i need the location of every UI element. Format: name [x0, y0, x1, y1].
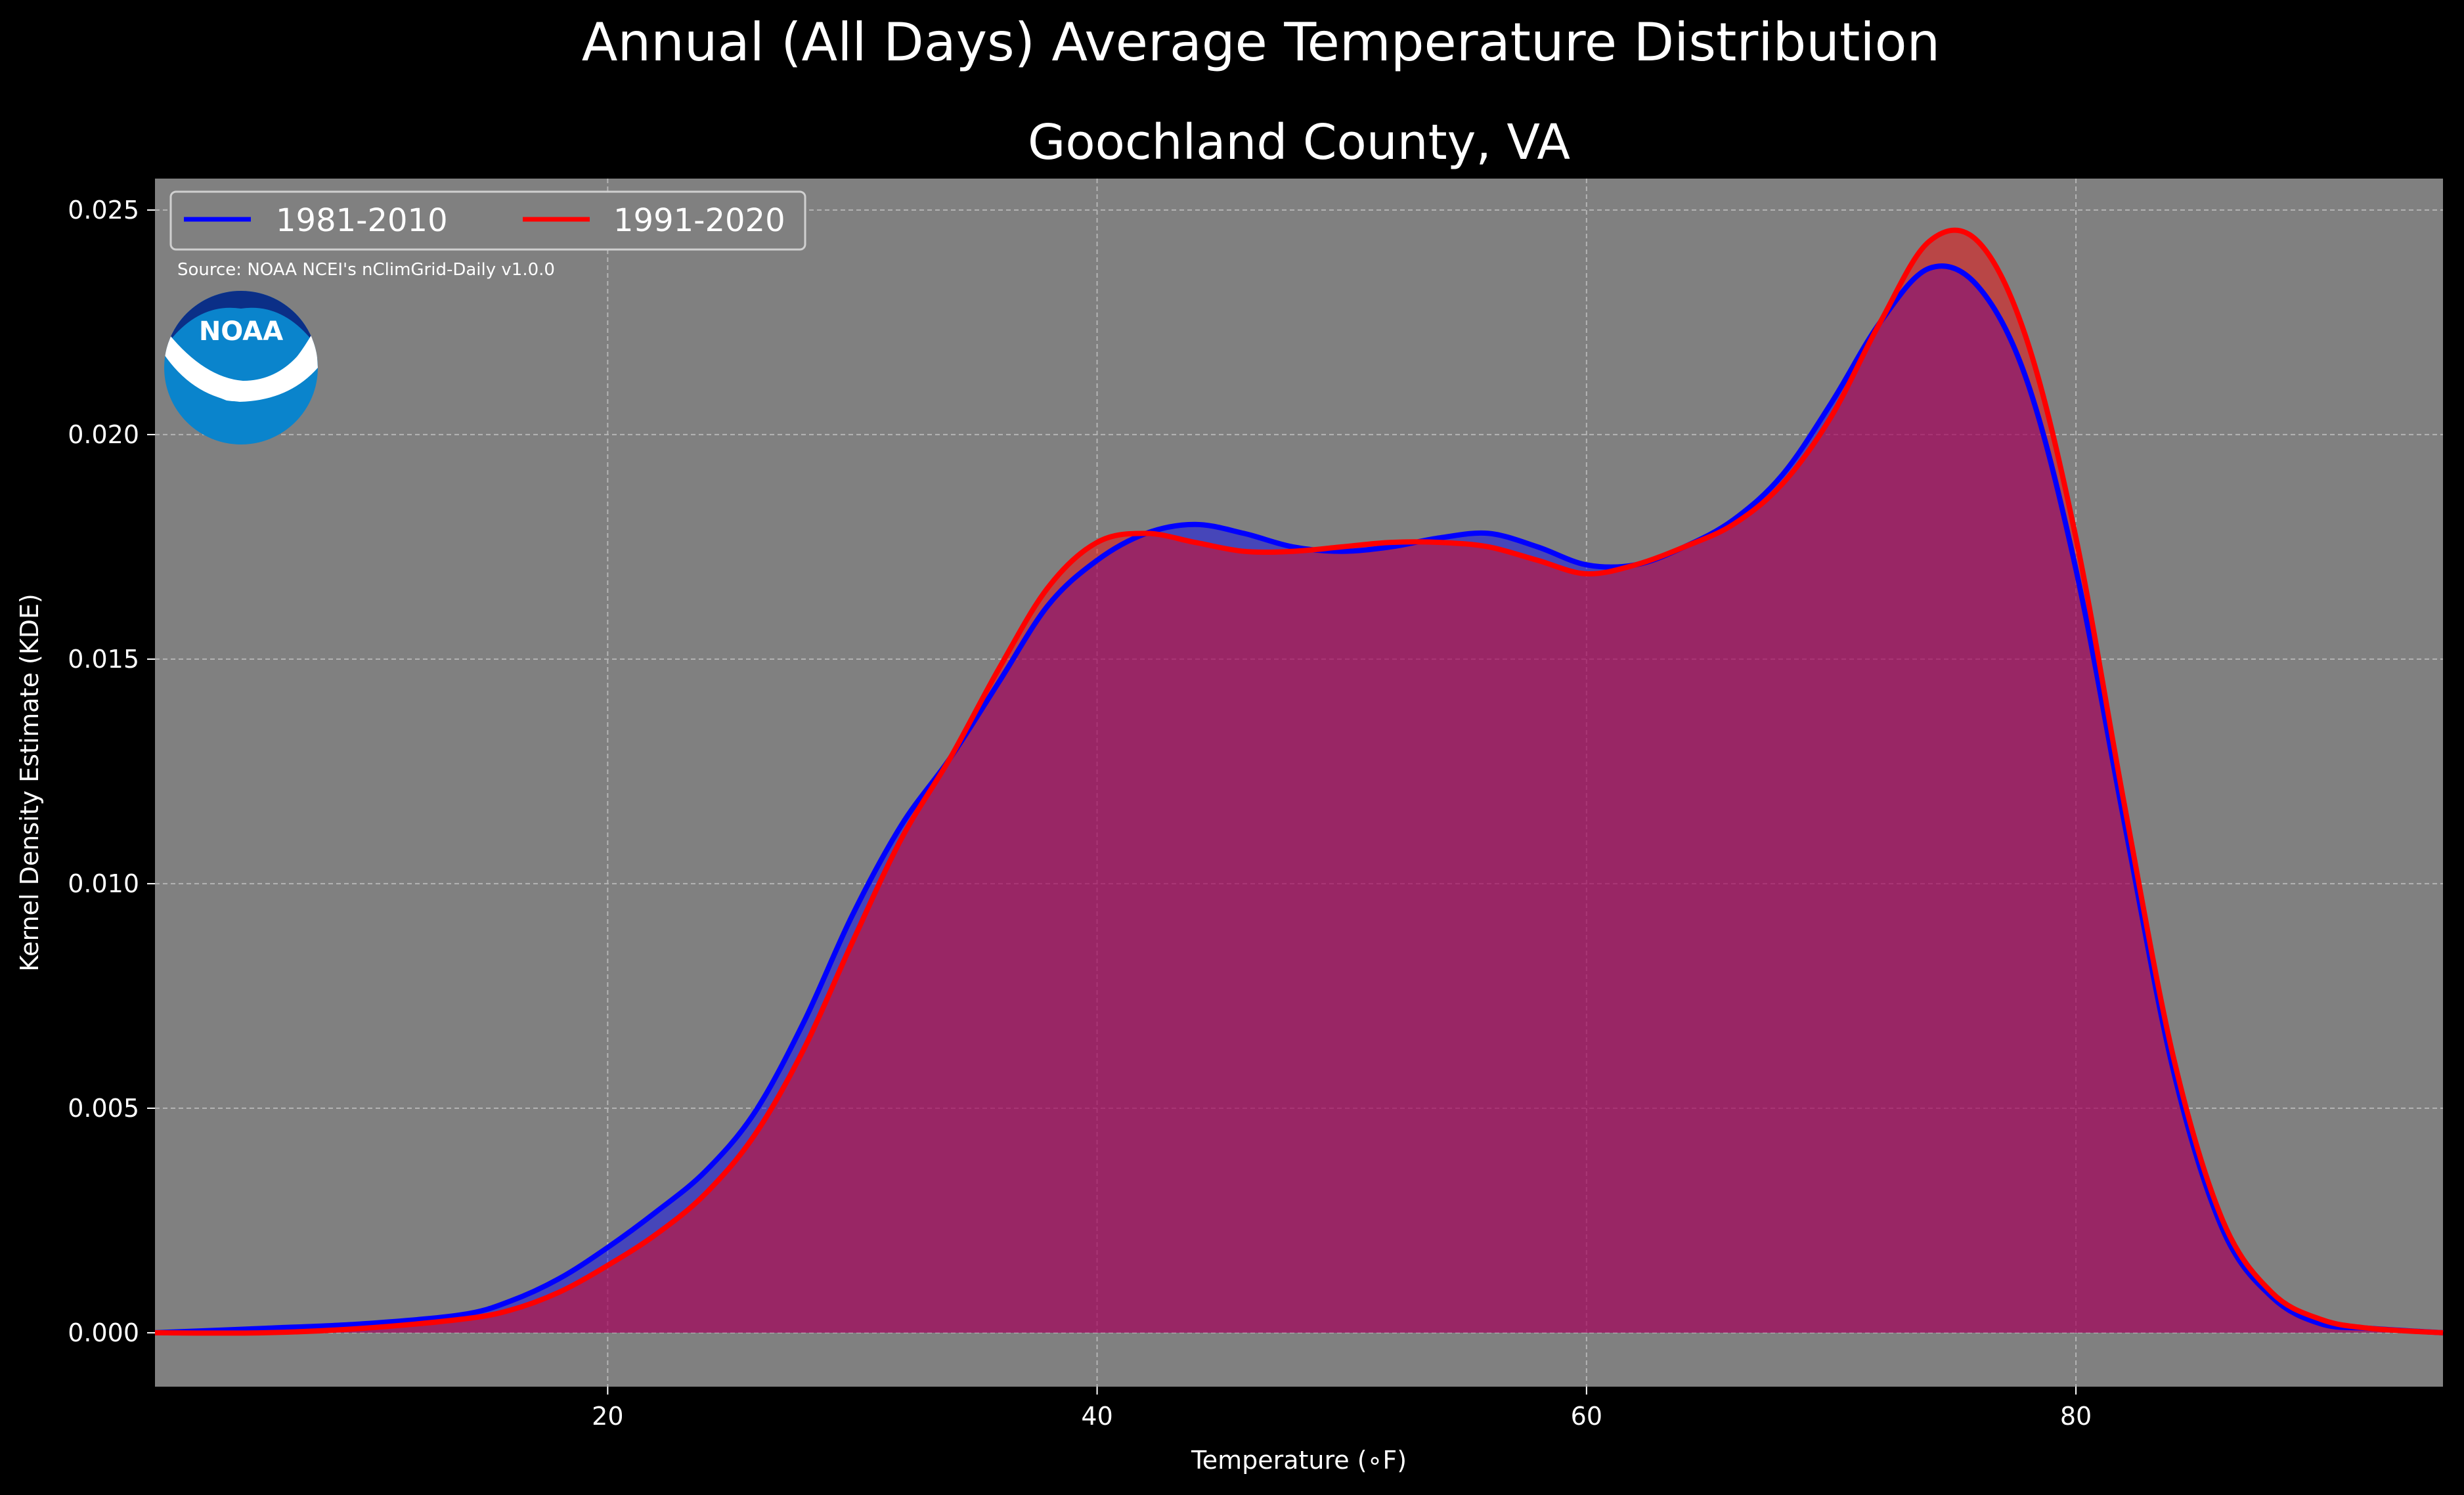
source-note: Source: NOAA NCEI's nClimGrid-Daily v1.0… [177, 260, 555, 280]
y-tick-label: 0.025 [68, 196, 139, 225]
y-tick-label: 0.020 [68, 420, 139, 449]
legend-frame [169, 190, 806, 251]
series-fills [155, 230, 2443, 1333]
legend-label-1981-2010: 1981-2010 [276, 202, 448, 239]
plot-area [155, 179, 2443, 1387]
y-axis-ticks: 0.000 0.005 0.010 0.015 0.020 0.025 [68, 196, 155, 1347]
x-axis-ticks: 20 40 60 80 [592, 1387, 2092, 1431]
y-tick-label: 0.005 [68, 1094, 139, 1123]
legend-label-1991-2020: 1991-2020 [613, 202, 785, 239]
x-tick-label: 20 [592, 1402, 623, 1431]
noaa-logo-text: NOAA [199, 316, 283, 347]
series-line-1991-2020 [154, 227, 2444, 1336]
series-lines [154, 227, 2444, 1336]
legend: 1981-2010 1991-2020 [169, 190, 806, 251]
y-tick-label: 0.000 [68, 1318, 139, 1347]
x-tick-label: 60 [1571, 1402, 1602, 1431]
x-axis-label: Temperature (∘F) [1191, 1446, 1407, 1475]
series-area-1981-2010 [155, 266, 2443, 1333]
y-tick-label: 0.010 [68, 869, 139, 898]
x-tick-label: 80 [2060, 1402, 2092, 1431]
figure-title: Annual (All Days) Average Temperature Di… [582, 12, 1940, 73]
y-axis-label: Kernel Density Estimate (KDE) [15, 594, 44, 972]
x-tick-label: 40 [1081, 1402, 1112, 1431]
series-line-1981-2010 [154, 263, 2444, 1335]
series-area-1991-2020 [155, 230, 2443, 1333]
chart-subtitle: Goochland County, VA [1028, 114, 1570, 171]
grid-lines [155, 179, 2443, 1387]
y-tick-label: 0.015 [68, 645, 139, 674]
noaa-logo: NOAA [164, 291, 318, 444]
